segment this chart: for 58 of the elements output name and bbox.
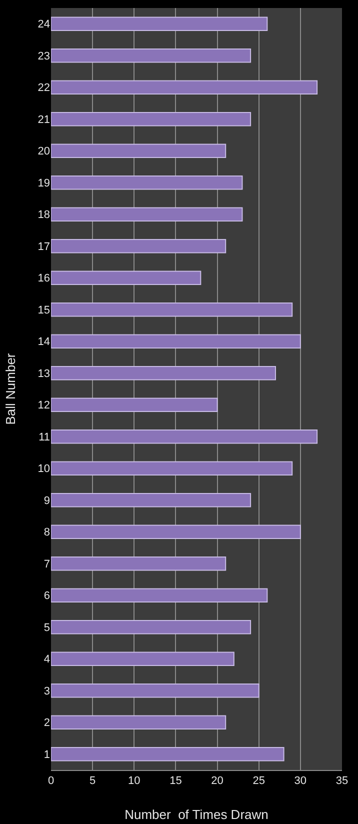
y-tick-label: 8 <box>44 526 50 539</box>
bar <box>51 746 284 762</box>
bar <box>51 556 226 571</box>
x-tick-label: 15 <box>170 775 182 788</box>
y-tick-label: 7 <box>44 558 50 570</box>
bar <box>51 620 252 634</box>
y-axis-title: Ball Number <box>3 352 18 425</box>
x-tick-label: 35 <box>336 775 348 788</box>
y-tick-label: 10 <box>38 463 50 476</box>
y-tick-label: 5 <box>44 622 50 634</box>
bar <box>51 398 218 412</box>
bar <box>51 334 301 349</box>
bar <box>51 652 234 666</box>
y-tick-label: 23 <box>38 50 50 62</box>
x-tick-label: 20 <box>211 775 224 788</box>
y-tick-label: 22 <box>38 82 50 94</box>
bar <box>51 588 268 603</box>
bar <box>51 207 243 222</box>
y-tick-label: 6 <box>44 590 50 602</box>
y-tick-label: 2 <box>44 717 50 730</box>
bar <box>51 16 268 32</box>
bar <box>51 492 252 508</box>
x-tick-label: 0 <box>48 775 54 788</box>
bar <box>51 48 252 63</box>
y-tick-label: 9 <box>44 494 50 507</box>
bar <box>51 144 226 158</box>
y-tick-label: 4 <box>44 654 50 666</box>
y-tick-label: 12 <box>38 400 50 412</box>
y-tick-label: 21 <box>38 114 50 126</box>
bar <box>51 715 226 730</box>
bar <box>51 175 243 190</box>
y-tick-label: 14 <box>38 336 50 348</box>
y-tick-label: 13 <box>38 368 50 380</box>
bar <box>51 270 202 286</box>
x-tick-label: 30 <box>294 775 307 788</box>
x-axis-title: Number of Times Drawn <box>124 807 268 822</box>
bar <box>51 112 252 126</box>
y-tick-label: 1 <box>44 748 50 761</box>
y-tick-label: 16 <box>38 272 50 285</box>
bar <box>51 461 293 476</box>
bar <box>51 366 276 380</box>
bar <box>51 80 318 95</box>
y-tick-label: 15 <box>38 304 50 316</box>
bar <box>51 238 226 254</box>
x-tick-label: 5 <box>90 775 96 788</box>
y-tick-label: 11 <box>38 431 50 444</box>
y-tick-label: 18 <box>38 209 50 222</box>
y-tick-label: 24 <box>38 18 50 31</box>
bar <box>51 302 293 317</box>
y-tick-label: 20 <box>38 146 50 158</box>
x-tick-label: 10 <box>128 775 140 788</box>
y-tick-label: 19 <box>38 177 50 190</box>
bar <box>51 683 260 698</box>
bar <box>51 524 301 540</box>
y-tick-label: 17 <box>38 240 50 253</box>
x-tick-label: 25 <box>252 775 265 788</box>
bar <box>51 429 318 444</box>
y-tick-label: 3 <box>44 685 50 698</box>
